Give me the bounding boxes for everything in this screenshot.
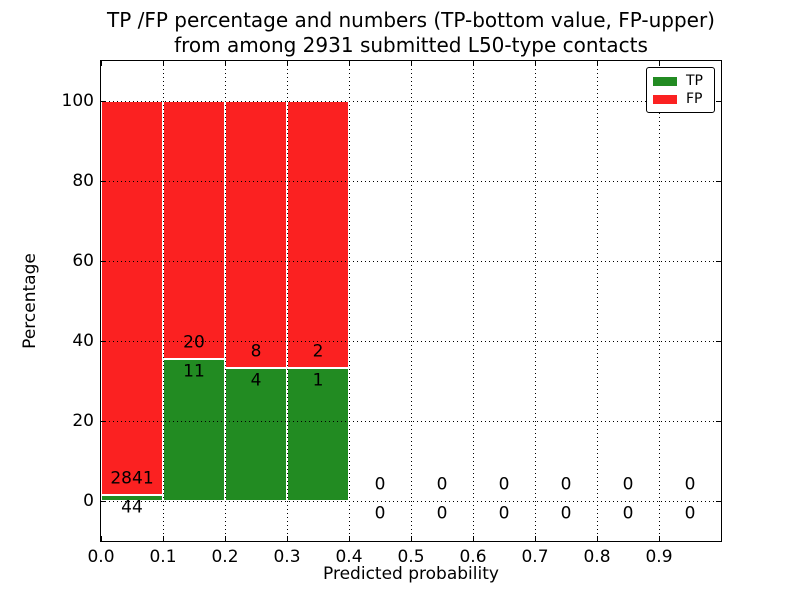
x-tick-label: 0.4	[335, 547, 363, 567]
gridline-v	[472, 61, 474, 541]
chart-title-line1: TP /FP percentage and numbers (TP-bottom…	[107, 8, 715, 32]
legend-swatch-tp-icon	[653, 76, 677, 86]
x-tick-label: 0.8	[583, 547, 611, 567]
gridline-v	[658, 61, 660, 541]
x-tick-label: 0.1	[149, 547, 177, 567]
x-tick-label: 0.5	[397, 547, 425, 567]
fp-count-label: 0	[498, 474, 510, 495]
gridline-v	[162, 61, 164, 541]
x-tick-mark	[472, 536, 474, 541]
gridline-v	[596, 61, 598, 541]
fp-count-label: 0	[684, 474, 696, 495]
x-tick-mark	[286, 61, 288, 66]
tp-count-label: 0	[436, 503, 448, 524]
x-tick-mark	[472, 61, 474, 66]
x-tick-mark	[224, 61, 226, 66]
y-tick-label: 40	[72, 331, 94, 351]
y-tick-label: 80	[72, 171, 94, 191]
plot-area: 2841 44 20 11 8 4 2 1 0 0 0 0 0 0 0 0 0 0 0 0	[100, 60, 722, 542]
x-tick-label: 0.7	[521, 547, 549, 567]
x-tick-mark	[162, 536, 164, 541]
bar-fp	[101, 101, 163, 495]
y-tick-mark	[716, 500, 721, 502]
tp-count-label: 0	[374, 503, 386, 524]
gridline-v	[534, 61, 536, 541]
tp-count-label: 0	[560, 503, 572, 524]
x-tick-mark	[162, 61, 164, 66]
y-tick-label: 0	[83, 491, 94, 511]
fp-count-label: 20	[183, 332, 205, 353]
y-tick-label: 60	[72, 251, 94, 271]
x-tick-label: 0.0	[87, 547, 115, 567]
x-tick-label: 0.6	[459, 547, 487, 567]
y-tick-mark	[716, 260, 721, 262]
legend-label-fp: FP	[686, 91, 703, 107]
y-tick-mark	[716, 420, 721, 422]
legend-label-tp: TP	[686, 73, 703, 89]
gridline-v	[224, 61, 226, 541]
fp-count-label: 0	[374, 474, 386, 495]
x-tick-mark	[348, 61, 350, 66]
y-tick-mark	[716, 100, 721, 102]
legend-row-fp: FP	[653, 92, 708, 106]
x-tick-mark	[286, 536, 288, 541]
y-tick-mark	[101, 100, 106, 102]
x-tick-mark	[534, 61, 536, 66]
x-tick-label: 0.9	[645, 547, 673, 567]
legend-row-tp: TP	[653, 74, 708, 88]
y-tick-mark	[716, 340, 721, 342]
tp-count-label: 11	[183, 361, 205, 382]
x-tick-label: 0.2	[211, 547, 239, 567]
x-tick-mark	[100, 536, 102, 541]
fp-count-label: 0	[436, 474, 448, 495]
bar-fp	[163, 101, 225, 360]
bar-tp	[225, 367, 287, 501]
bar-fp	[287, 101, 349, 368]
legend-swatch-fp-icon	[653, 94, 677, 104]
x-tick-mark	[100, 61, 102, 66]
tp-count-label: 0	[622, 503, 634, 524]
x-tick-mark	[534, 536, 536, 541]
x-tick-mark	[348, 536, 350, 541]
x-tick-label: 0.3	[273, 547, 301, 567]
y-tick-mark	[101, 420, 106, 422]
y-tick-label: 20	[72, 411, 94, 431]
x-tick-mark	[658, 536, 660, 541]
tp-count-label: 1	[312, 370, 324, 391]
y-tick-mark	[101, 340, 106, 342]
x-tick-mark	[720, 61, 722, 66]
tp-count-label: 44	[121, 497, 143, 518]
x-tick-mark	[658, 61, 660, 66]
tp-count-label: 0	[498, 503, 510, 524]
fp-count-label: 0	[560, 474, 572, 495]
tp-count-label: 4	[250, 370, 262, 391]
fp-count-label: 0	[622, 474, 634, 495]
x-tick-mark	[410, 536, 412, 541]
y-tick-mark	[716, 180, 721, 182]
x-tick-mark	[596, 61, 598, 66]
fp-count-label: 2841	[110, 468, 154, 489]
fp-count-label: 8	[250, 341, 262, 362]
gridline-v	[286, 61, 288, 541]
x-tick-mark	[224, 536, 226, 541]
legend: TP FP	[646, 67, 715, 113]
fp-count-label: 2	[312, 341, 324, 362]
chart-title: TP /FP percentage and numbers (TP-bottom…	[101, 8, 721, 58]
y-tick-mark	[101, 500, 106, 502]
x-tick-mark	[596, 536, 598, 541]
bar-fp	[225, 101, 287, 368]
tp-count-label: 0	[684, 503, 696, 524]
y-tick-mark	[101, 180, 106, 182]
x-tick-mark	[720, 536, 722, 541]
y-tick-mark	[101, 260, 106, 262]
gridline-v	[410, 61, 412, 541]
gridline-v	[348, 61, 350, 541]
chart-title-line2: from among 2931 submitted L50-type conta…	[174, 33, 648, 57]
x-tick-mark	[410, 61, 412, 66]
y-tick-label: 100	[61, 91, 94, 111]
x-axis-label: Predicted probability	[323, 564, 499, 584]
